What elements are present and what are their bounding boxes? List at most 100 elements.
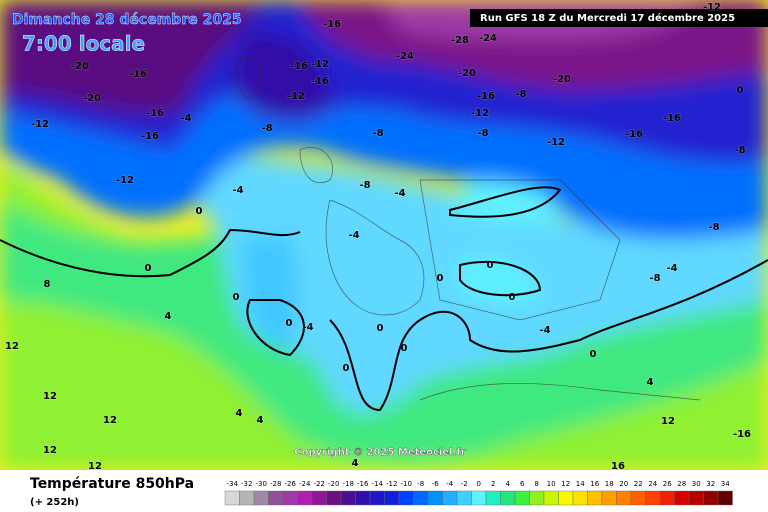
isotherm-label: -4 [394,188,405,199]
isotherm-label: -4 [302,322,313,333]
isotherm-label: -20 [71,61,89,72]
copyright: Copyright © 2025 Meteociel.fr [294,447,465,458]
scale-swatch [253,490,269,506]
isotherm-label: 4 [165,311,172,322]
lead-time: (+ 252h) [30,497,79,508]
scale-swatch [645,490,661,506]
scale-label: 8 [535,480,539,488]
isotherm-label: -20 [83,93,101,104]
isotherm-label: 8 [44,279,51,290]
isotherm-label: 12 [43,445,57,456]
scale-label: -4 [446,480,454,488]
scale-label: 0 [477,480,481,488]
isotherm-label: -16 [141,131,159,142]
scale-swatch [224,490,240,506]
scale-swatch [485,490,501,506]
scale-label: 30 [692,480,701,488]
isotherm-label: -16 [663,113,681,124]
isotherm-label: -12 [311,59,329,70]
scale-swatch [456,490,472,506]
isotherm-label: -16 [129,69,147,80]
scale-label: 2 [491,480,495,488]
isotherm-label: 0 [737,85,744,96]
scale-swatch [239,490,255,506]
isotherm-label: 0 [509,292,516,303]
isotherm-label: -12 [547,137,565,148]
scale-swatch [282,490,298,506]
scale-label: 18 [605,480,614,488]
isotherm-label: 4 [236,408,243,419]
scale-swatch [297,490,313,506]
scale-swatch [311,490,327,506]
scale-swatch [427,490,443,506]
scale-label: -34 [227,480,239,488]
isotherm-label: -8 [372,128,383,139]
scale-swatch [616,490,632,506]
scale-label: -8 [417,480,424,488]
scale-label: 34 [721,480,730,488]
run-info: Run GFS 18 Z du Mercredi 17 décembre 202… [480,12,735,24]
isotherm-label: -24 [479,33,497,44]
scale-swatch [398,490,414,506]
scale-label: -30 [256,480,267,488]
isotherm-label: 12 [88,461,102,472]
scale-swatch [659,490,675,506]
isotherm-label: -28 [451,35,469,46]
scale-label: -26 [285,480,297,488]
isotherm-label: 0 [286,318,293,329]
isotherm-label: -16 [146,108,164,119]
scale-label: 24 [648,480,657,488]
scale-swatch [529,490,545,506]
map-time: 7:00 locale [22,32,145,56]
isotherm-label: 0 [233,292,240,303]
isotherm-label: -12 [471,108,489,119]
scale-swatch [558,490,574,506]
scale-swatch [413,490,429,506]
scale-swatch [500,490,516,506]
isotherm-label: -4 [348,230,359,241]
scale-label: 12 [561,480,570,488]
scale-label: -20 [328,480,339,488]
isotherm-label: -8 [515,89,526,100]
isotherm-label: 12 [661,416,675,427]
isotherm-label: -16 [311,76,329,87]
scale-swatch [340,490,356,506]
isotherm-label: -16 [323,19,341,30]
temperature-field [0,0,768,470]
scale-label: 14 [576,480,585,488]
color-scale: -34 -32 -30 -28 -26 -24 -22 -20 -18 -16 -14 -12 -10-… [224,480,733,506]
map-date: Dimanche 28 décembre 2025 [12,12,242,28]
isotherm-label: 16 [611,461,625,472]
scale-swatch [630,490,646,506]
scale-label: 26 [663,480,672,488]
isotherm-label: 4 [647,377,654,388]
isotherm-label: -8 [649,273,660,284]
scale-label: -10 [401,480,412,488]
isotherm-label: -4 [232,185,243,196]
scale-swatch [572,490,588,506]
isotherm-label: 12 [43,391,57,402]
isotherm-label: 0 [437,273,444,284]
isotherm-label: -12 [31,119,49,130]
scale-swatch [268,490,284,506]
scale-swatch [442,490,458,506]
scale-label: 4 [506,480,511,488]
scale-label: -24 [299,480,311,488]
scale-swatch [471,490,487,506]
isotherm-label: 0 [343,363,350,374]
isotherm-label: -4 [180,113,191,124]
scale-label: 16 [590,480,599,488]
scale-label: 32 [706,480,715,488]
scale-label: -22 [314,480,325,488]
scale-swatch [384,490,400,506]
isotherm-label: 0 [401,343,408,354]
isotherm-label: -8 [261,123,272,134]
scale-swatch [717,490,733,506]
scale-label: -18 [343,480,354,488]
isotherm-label: -20 [458,68,476,79]
scale-label: -14 [372,480,384,488]
isotherm-label: 12 [5,341,19,352]
isotherm-label: 0 [196,206,203,217]
isotherm-label: -8 [359,180,370,191]
